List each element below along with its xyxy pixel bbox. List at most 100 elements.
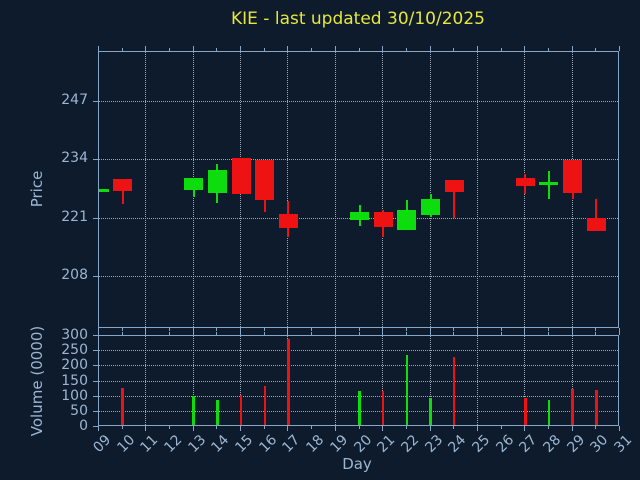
- day-tick-mid: [595, 328, 597, 331]
- candle-body-day-22: [397, 210, 417, 231]
- candle-body-day-28: [539, 181, 559, 185]
- day-gridline: [287, 52, 289, 327]
- volume-bar-day-30: [595, 389, 598, 425]
- day-tick-top: [216, 48, 218, 51]
- day-tick-bottom: [311, 426, 313, 429]
- day-tick-volume-top: [453, 332, 455, 335]
- day-tick-mid: [192, 328, 194, 332]
- day-gridline: [382, 336, 384, 425]
- day-tick-label: 23: [421, 432, 446, 456]
- price-tick-label: 208: [61, 267, 88, 284]
- day-tick-mid: [547, 328, 549, 331]
- day-tick-mid: [334, 328, 336, 332]
- day-tick-mid: [382, 328, 384, 332]
- day-gridline: [571, 336, 573, 425]
- volume-bar-day-29: [571, 388, 574, 425]
- day-tick-label: 15: [232, 432, 257, 456]
- day-tick-mid: [476, 328, 478, 332]
- day-tick-top: [287, 46, 289, 51]
- price-tick-label: 221: [61, 208, 88, 225]
- day-gridline: [429, 336, 431, 425]
- day-tick-mid: [619, 328, 620, 332]
- volume-tick-label: 250: [61, 342, 88, 359]
- day-tick-top: [169, 48, 171, 51]
- candle-body-day-17: [278, 213, 298, 228]
- price-tick-label: 247: [61, 91, 88, 108]
- day-tick-mid: [287, 328, 289, 332]
- price-gridline: [99, 159, 618, 161]
- day-tick-bottom: [500, 426, 502, 429]
- day-tick-top: [121, 48, 123, 51]
- volume-tick: [93, 426, 98, 427]
- day-tick-top: [595, 48, 597, 51]
- day-gridline: [145, 336, 147, 425]
- day-tick-bottom: [216, 426, 218, 429]
- day-tick-bottom: [287, 426, 289, 431]
- day-tick-top: [358, 48, 360, 51]
- price-tick-label: 234: [61, 150, 88, 167]
- volume-bar-day-16: [263, 386, 267, 425]
- day-tick-mid: [145, 328, 147, 332]
- day-tick-mid: [405, 328, 407, 331]
- day-tick-label: 17: [279, 432, 304, 456]
- day-tick-label: 26: [492, 432, 517, 456]
- candle-body-day-30: [586, 217, 606, 231]
- day-tick-label: 11: [137, 432, 162, 456]
- volume-tick: [93, 380, 98, 382]
- day-tick-top: [547, 48, 549, 51]
- day-tick-bottom: [429, 426, 431, 431]
- price-tick: [93, 100, 98, 102]
- day-tick-bottom: [524, 426, 526, 431]
- day-tick-mid: [500, 328, 502, 331]
- day-gridline: [524, 336, 526, 425]
- chart-title: KIE - last updated 30/10/2025: [231, 9, 485, 29]
- price-axis-label: Price: [28, 170, 46, 208]
- day-tick-bottom: [405, 426, 407, 429]
- volume-tick: [93, 350, 98, 352]
- candle-wick-day-30: [595, 199, 598, 231]
- day-tick-top: [240, 46, 242, 51]
- day-tick-label: 21: [374, 432, 399, 456]
- day-tick-label: 22: [398, 432, 423, 456]
- day-tick-bottom: [595, 426, 597, 429]
- volume-bar-day-14: [216, 399, 219, 425]
- volume-bar-day-20: [358, 391, 361, 425]
- day-tick-mid: [263, 328, 265, 331]
- day-tick-top: [382, 46, 384, 51]
- day-tick-top: [429, 46, 431, 51]
- candle-wick-day-10: [121, 178, 124, 204]
- day-tick-volume-top: [429, 332, 431, 335]
- day-tick-label: 12: [161, 432, 186, 456]
- volume-bar-day-10: [121, 387, 124, 425]
- day-tick-volume-top: [476, 332, 478, 335]
- volume-bar-day-28: [547, 399, 551, 425]
- candle-body-day-20: [350, 211, 369, 220]
- day-tick-volume-top: [192, 332, 194, 335]
- day-tick-label: 09: [90, 432, 115, 456]
- day-tick-volume-top: [145, 332, 147, 335]
- day-tick-label: 27: [516, 432, 541, 456]
- day-tick-bottom: [334, 426, 336, 431]
- price-gridline: [99, 100, 618, 102]
- price-panel: [98, 51, 619, 328]
- day-tick-mid: [524, 328, 526, 332]
- volume-gridline: [99, 365, 618, 367]
- price-tick: [93, 217, 98, 219]
- day-tick-volume-top: [595, 332, 597, 335]
- day-tick-volume-top: [382, 332, 384, 335]
- day-tick-bottom: [263, 426, 265, 429]
- price-tick: [93, 159, 98, 161]
- day-tick-top: [571, 46, 573, 51]
- volume-gridline: [99, 380, 618, 382]
- day-tick-label: 10: [114, 432, 138, 456]
- candle-body-day-24: [444, 180, 464, 193]
- price-gridline: [99, 276, 618, 278]
- day-tick-bottom: [240, 426, 242, 431]
- day-tick-top: [619, 46, 620, 51]
- candle-body-day-21: [373, 211, 393, 228]
- candle-body-day-29: [563, 160, 583, 193]
- day-tick-volume-top: [334, 332, 336, 335]
- day-tick-mid: [429, 328, 431, 332]
- day-tick-label: 30: [587, 432, 612, 456]
- day-tick-volume-top: [98, 332, 99, 335]
